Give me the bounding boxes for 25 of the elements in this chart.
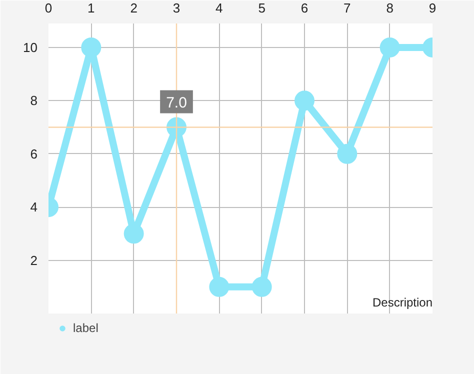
point — [337, 144, 358, 164]
point — [81, 37, 102, 58]
x-tick-label: 8 — [386, 0, 394, 16]
y-tick-label: 10 — [23, 40, 38, 55]
y-tick-label: 2 — [30, 252, 38, 268]
x-tick-label: 3 — [172, 0, 180, 16]
y-tick-label: 8 — [30, 93, 38, 108]
x-tick-label: 9 — [428, 0, 436, 16]
point — [252, 276, 272, 297]
point — [209, 276, 230, 297]
x-tick-label: 7 — [344, 0, 351, 16]
x-tick-label: 2 — [130, 0, 138, 16]
annotation: 7.0 — [166, 94, 187, 112]
legend-label: label — [73, 321, 98, 335]
x-tick-label: 0 — [44, 0, 52, 16]
x-tick-label: 6 — [300, 0, 308, 16]
y-tick-label: 6 — [30, 146, 38, 162]
y-tick-label: 4 — [30, 200, 38, 215]
x-tick-label: 4 — [216, 0, 223, 16]
point — [124, 224, 144, 244]
annotation: Description — [372, 296, 433, 310]
point — [294, 90, 314, 111]
x-tick-label: 1 — [88, 0, 95, 16]
point — [380, 37, 400, 58]
x-tick-label: 5 — [258, 0, 266, 16]
